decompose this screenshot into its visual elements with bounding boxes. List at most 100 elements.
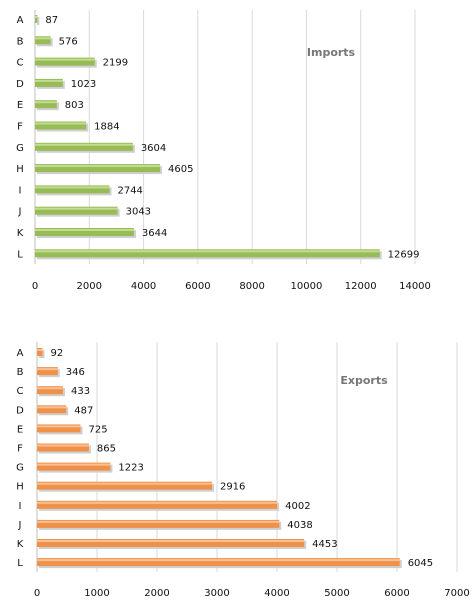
imports-category-label: H — [16, 164, 24, 175]
exports-bar-highlight — [37, 406, 67, 409]
imports-bar-highlight — [35, 186, 110, 189]
imports-bar-highlight — [35, 250, 380, 253]
imports-chart-title: Imports — [307, 46, 356, 59]
exports-category-label: C — [17, 386, 24, 397]
imports-value-label: 3043 — [126, 207, 151, 218]
imports-value-label: 12699 — [388, 249, 420, 260]
exports-bar-highlight — [37, 559, 400, 562]
imports-bar-highlight — [35, 16, 38, 18]
imports-x-tick-label: 12000 — [345, 281, 377, 292]
exports-value-label: 4453 — [312, 539, 337, 550]
imports-category-label: B — [17, 36, 24, 47]
exports-category-label: J — [18, 520, 22, 531]
imports-category-label: A — [17, 15, 24, 26]
exports-category-label: F — [17, 444, 23, 455]
exports-bar — [37, 539, 305, 547]
exports-bar-highlight — [37, 463, 111, 466]
exports-x-tick-label: 3000 — [204, 588, 229, 599]
imports-value-label: 4605 — [168, 164, 193, 175]
imports-bar — [35, 36, 51, 45]
imports-bar — [35, 164, 160, 173]
exports-bar-highlight — [37, 520, 280, 523]
imports-bar — [35, 206, 118, 215]
imports-x-tick-label: 6000 — [185, 281, 210, 292]
exports-bar — [37, 500, 278, 509]
imports-x-tick-label: 10000 — [291, 281, 323, 292]
exports-bar — [37, 405, 67, 414]
imports-bar-highlight — [35, 37, 51, 40]
exports-x-tick-label: 6000 — [384, 588, 409, 599]
imports-bar — [35, 57, 95, 66]
exports-bar-highlight — [37, 482, 212, 485]
imports-value-label: 1884 — [94, 122, 119, 133]
imports-bar — [35, 121, 87, 130]
exports-category-label: D — [16, 405, 24, 416]
exports-value-label: 2916 — [220, 482, 245, 493]
exports-category-label: E — [17, 424, 23, 435]
imports-x-tick-label: 8000 — [239, 281, 264, 292]
imports-x-tick-label: 4000 — [131, 281, 156, 292]
imports-category-label: K — [17, 228, 24, 239]
imports-bar — [35, 249, 380, 258]
imports-bar — [35, 185, 110, 194]
imports-bar — [35, 100, 57, 109]
exports-category-label: H — [16, 482, 24, 493]
exports-value-label: 346 — [66, 367, 85, 378]
imports-bar-highlight — [35, 79, 63, 82]
imports-category-label: J — [18, 207, 22, 218]
imports-bar — [35, 142, 133, 151]
imports-value-label: 576 — [59, 36, 78, 47]
imports-category-label: E — [17, 100, 23, 111]
imports-x-tick-label: 2000 — [77, 281, 102, 292]
exports-x-tick-label: 5000 — [324, 588, 349, 599]
imports-bar-highlight — [35, 207, 118, 210]
imports-bar-highlight — [35, 143, 133, 146]
exports-bar-highlight — [37, 540, 305, 542]
exports-value-label: 92 — [51, 348, 64, 359]
imports-bar-highlight — [35, 58, 95, 61]
exports-chart: 0 1000 2000 3000 4000 5000 6000 7000 Exports A 92 B… — [16, 342, 470, 599]
exports-bar — [37, 443, 89, 452]
imports-x-tick-label: 0 — [32, 281, 38, 292]
imports-bar-highlight — [35, 101, 57, 104]
exports-value-label: 487 — [74, 405, 93, 416]
exports-bar-highlight — [37, 368, 58, 371]
imports-value-label: 3604 — [141, 143, 166, 154]
imports-category-label: I — [19, 185, 22, 196]
imports-bar — [35, 228, 134, 236]
exports-category-label: G — [16, 463, 24, 474]
exports-category-label: L — [17, 558, 23, 569]
exports-bar — [37, 462, 111, 471]
imports-chart: 0 2000 4000 6000 8000 10000 12000 14000 Imports A… — [16, 10, 431, 292]
imports-value-label: 2744 — [117, 185, 142, 196]
imports-value-label: 87 — [45, 15, 58, 26]
exports-x-tick-label: 4000 — [264, 588, 289, 599]
exports-bar — [37, 424, 81, 433]
imports-bar-highlight — [35, 229, 134, 231]
exports-value-label: 433 — [71, 386, 90, 397]
imports-value-label: 3644 — [142, 228, 167, 239]
imports-value-label: 803 — [65, 100, 84, 111]
imports-bar-highlight — [35, 122, 87, 125]
exports-bar — [37, 386, 63, 395]
exports-bar — [37, 367, 58, 376]
exports-x-tick-label: 0 — [34, 588, 40, 599]
exports-x-tick-label: 2000 — [144, 588, 169, 599]
exports-bar — [37, 348, 43, 356]
imports-category-label: D — [16, 79, 24, 90]
imports-category-label: L — [17, 249, 23, 260]
exports-category-label: I — [19, 501, 22, 512]
exports-bar — [37, 519, 280, 528]
exports-value-label: 725 — [89, 424, 108, 435]
exports-bar-highlight — [37, 444, 89, 447]
exports-x-tick-label: 1000 — [84, 588, 109, 599]
exports-chart-title: Exports — [340, 374, 388, 387]
exports-value-label: 6045 — [408, 558, 433, 569]
exports-category-label: B — [17, 367, 24, 378]
imports-bar-shadow — [37, 17, 40, 25]
exports-bar-highlight — [37, 349, 43, 351]
exports-value-label: 4002 — [285, 501, 310, 512]
exports-value-label: 1223 — [118, 463, 143, 474]
exports-bar-highlight — [37, 501, 278, 504]
